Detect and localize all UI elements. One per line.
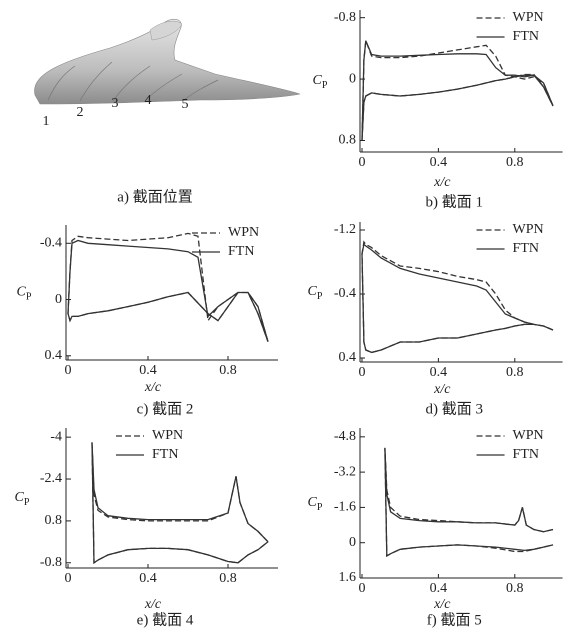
series-line: [385, 448, 553, 556]
y-axis-label-subscript: P: [24, 497, 30, 508]
legend-label: FTN: [152, 447, 178, 462]
series-line: [362, 41, 553, 141]
legend-label: FTN: [228, 244, 254, 259]
y-tick-label: -1.2: [334, 222, 356, 237]
y-tick-label: -4: [50, 429, 62, 444]
series-line: [362, 242, 553, 352]
series-line: [385, 448, 553, 556]
x-tick-label: 0.8: [506, 581, 524, 596]
y-tick-label: 0: [349, 71, 356, 86]
legend-label: FTN: [513, 29, 539, 44]
x-axis-label: x/c: [433, 175, 451, 190]
y-tick-label: 0: [349, 535, 356, 550]
legend-label: WPN: [152, 428, 183, 443]
series-line: [92, 442, 268, 562]
caption: f) 截面 5: [427, 611, 482, 628]
section-label: 1: [43, 114, 50, 129]
x-tick-label: 0.8: [506, 365, 524, 380]
y-tick-label: -0.4: [334, 286, 356, 301]
legend-label: FTN: [513, 447, 539, 462]
legend-label: WPN: [228, 225, 259, 240]
section-label: 3: [112, 96, 119, 111]
x-axis-label: x/c: [433, 382, 451, 397]
section-label: 5: [182, 97, 189, 112]
y-axis-label: CP: [308, 495, 323, 513]
x-tick-label: 0: [65, 571, 72, 586]
caption: c) 截面 2: [137, 400, 194, 417]
y-axis-label: CP: [17, 285, 32, 303]
y-tick-label: -0.4: [40, 236, 62, 251]
wing-image: [34, 19, 300, 104]
legend-label: WPN: [513, 428, 544, 443]
caption: a) 截面位置: [117, 188, 192, 205]
y-tick-label: -3.2: [334, 464, 356, 479]
x-axis-label: x/c: [433, 597, 451, 612]
y-tick-label: 0.8: [45, 513, 63, 528]
x-tick-label: 0.4: [139, 363, 157, 378]
x-tick-label: 0.4: [430, 155, 448, 170]
y-tick-label: 0.4: [339, 350, 357, 365]
y-axis-label-subscript: P: [317, 291, 323, 302]
legend-label: WPN: [513, 10, 544, 25]
y-tick-label: 1.6: [339, 570, 357, 585]
figure: 1 2 3 4 5 a) 截面位置 -0.800.800.40.8WPNFTNx…: [0, 0, 583, 634]
x-tick-label: 0.8: [506, 155, 524, 170]
x-tick-label: 0.4: [430, 581, 448, 596]
x-tick-label: 0.8: [219, 363, 237, 378]
y-axis-label: CP: [308, 284, 323, 302]
y-axis-label-subscript: P: [322, 80, 328, 91]
caption: b) 截面 1: [426, 193, 484, 210]
section-label: 4: [145, 93, 152, 108]
y-tick-label: -1.6: [334, 500, 356, 515]
caption: e) 截面 4: [137, 611, 194, 628]
y-tick-label: 0: [55, 292, 62, 307]
y-axis-label: CP: [313, 73, 328, 91]
y-tick-label: 0.4: [45, 348, 63, 363]
x-axis-label: x/c: [144, 597, 162, 612]
x-axis-label: x/c: [144, 380, 162, 395]
section-label: 2: [77, 105, 84, 120]
x-tick-label: 0: [359, 365, 366, 380]
series-line: [92, 442, 268, 562]
y-axis-label-subscript: P: [317, 502, 323, 513]
y-tick-label: -0.8: [334, 10, 356, 25]
y-tick-label: -2.4: [40, 471, 62, 486]
caption: d) 截面 3: [426, 400, 484, 417]
x-tick-label: 0.4: [139, 571, 157, 586]
x-tick-label: 0.8: [219, 571, 237, 586]
x-tick-label: 0: [65, 363, 72, 378]
y-axis-label: CP: [15, 490, 30, 508]
legend-label: FTN: [513, 241, 539, 256]
y-tick-label: 0.8: [339, 133, 357, 148]
y-tick-label: -4.8: [334, 429, 356, 444]
y-axis-label-subscript: P: [26, 292, 32, 303]
x-tick-label: 0: [359, 155, 366, 170]
legend-label: WPN: [513, 222, 544, 237]
y-tick-label: -0.8: [40, 555, 62, 570]
x-tick-label: 0.4: [430, 365, 448, 380]
x-tick-label: 0: [359, 581, 366, 596]
